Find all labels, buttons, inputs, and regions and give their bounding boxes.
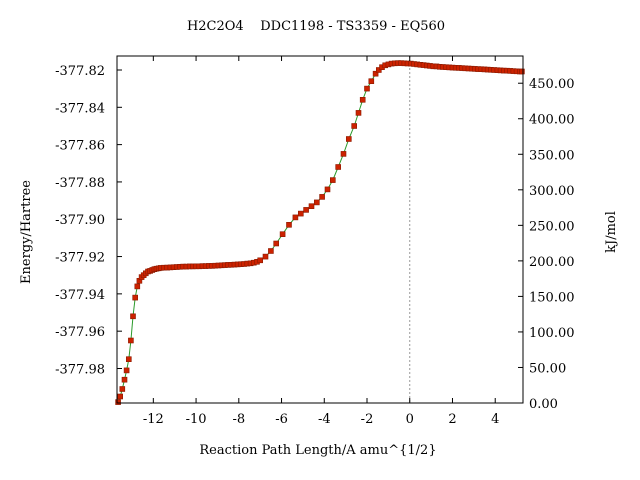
series-markers [115, 60, 525, 405]
y2-axis-label: kJ/mol [604, 211, 619, 253]
data-point [117, 393, 123, 400]
y-tick-label: -377.82 [55, 64, 105, 79]
series-line [117, 62, 522, 403]
data-point [130, 313, 136, 320]
x-axis-label: Reaction Path Length/A amu^{1/2} [199, 443, 436, 458]
data-point [340, 151, 347, 157]
y2-tick-label: 400.00 [529, 113, 575, 128]
axis-ticks: -12 -10 -8 -6 -4 -2 0 2 4 -377.98 -377.96 -377.94 -3… [55, 56, 575, 427]
y-tick-label: -377.98 [55, 362, 105, 377]
y2-tick-label: 100.00 [529, 326, 575, 341]
data-point [308, 203, 315, 209]
data-point [292, 214, 299, 221]
data-point [324, 186, 331, 193]
y-tick-label: -377.94 [55, 288, 105, 303]
y-tick-label: -377.90 [55, 213, 105, 228]
data-point [286, 222, 292, 228]
data-point [359, 97, 366, 103]
data-point [319, 194, 325, 200]
y-axis-label: Energy/Hartree [19, 180, 34, 284]
data-point [128, 337, 134, 344]
y2-tick-label: 200.00 [529, 255, 575, 270]
y2-tick-label: 350.00 [529, 148, 575, 163]
x-tick-label: 0 [406, 412, 414, 427]
x-tick-label: -4 [318, 412, 331, 427]
x-tick-label: -10 [186, 412, 207, 427]
data-point [329, 177, 336, 183]
data-point [368, 78, 375, 84]
x-tick-label: 2 [448, 412, 456, 427]
data-point [279, 231, 286, 237]
data-point [355, 110, 362, 116]
data-point [372, 70, 379, 77]
data-point [351, 123, 358, 129]
series-path [117, 62, 522, 403]
y-tick-label: -377.88 [55, 176, 105, 191]
y-tick-label: -377.84 [55, 101, 105, 116]
data-point [132, 294, 138, 301]
data-point [519, 68, 525, 75]
chart-title: H2C2O4 DDC1198 - TS3359 - EQ560 [187, 19, 445, 34]
y2-tick-label: 450.00 [529, 77, 575, 92]
y2-tick-label: 300.00 [529, 184, 575, 199]
data-point [297, 210, 304, 217]
data-point [364, 85, 370, 92]
x-tick-label: 4 [491, 412, 499, 427]
x-tick-label: -8 [232, 412, 245, 427]
data-point [134, 283, 141, 290]
y-tick-label: -377.96 [55, 325, 105, 340]
y2-tick-label: 250.00 [529, 219, 575, 234]
data-point [123, 367, 130, 374]
data-point [257, 257, 264, 264]
data-point [262, 253, 269, 260]
data-point [375, 67, 382, 73]
data-point [273, 240, 280, 247]
y2-tick-label: 150.00 [529, 290, 575, 305]
data-point [121, 376, 128, 383]
data-point [126, 356, 132, 363]
data-point [115, 399, 121, 405]
y-tick-label: -377.86 [55, 139, 105, 154]
x-tick-label: -6 [275, 412, 288, 427]
data-point [335, 164, 342, 170]
x-tick-label: -2 [361, 412, 374, 427]
y2-tick-label: 0.00 [529, 397, 558, 412]
y2-tick-label: 50.00 [529, 361, 566, 376]
y-tick-label: -377.92 [55, 251, 105, 266]
plot-frame [116, 55, 524, 404]
data-point [313, 199, 320, 206]
data-point [268, 248, 274, 254]
data-point [345, 136, 352, 142]
data-point [303, 207, 309, 213]
data-point [119, 386, 126, 392]
x-tick-label: -12 [143, 412, 164, 427]
